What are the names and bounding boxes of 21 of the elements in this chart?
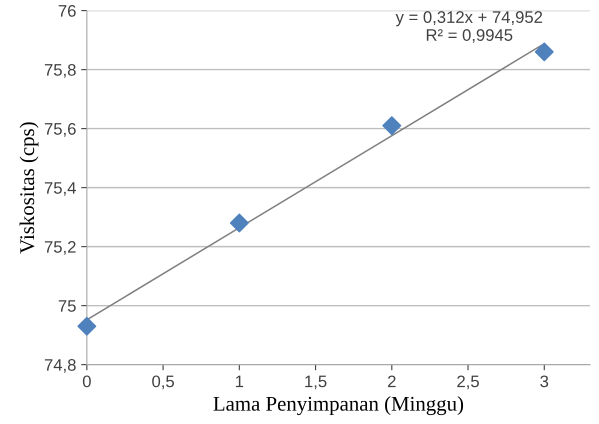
y-tick-label: 75,6 — [44, 123, 76, 137]
point — [534, 42, 554, 62]
y-tick-label: 76 — [58, 5, 76, 17]
point — [230, 214, 249, 233]
y-tick-label: 75,8 — [44, 64, 76, 78]
x-axis-title: Lama Penyimpanan (Minggu) — [213, 396, 464, 416]
y-tick-label: 75 — [58, 300, 76, 312]
y-axis-title: Viskositas (cps) — [20, 122, 38, 254]
y-tick-label: 75,4 — [44, 182, 76, 196]
x-tick-label: 0 — [82, 375, 91, 388]
x-tick-label: 3 — [540, 375, 548, 388]
point — [382, 116, 402, 136]
point — [77, 316, 96, 336]
x-tick-label: 1 — [236, 376, 244, 388]
x-tick-label: 2 — [388, 375, 396, 388]
y-tick-label: 74,8 — [44, 359, 76, 373]
x-tick-label: 0,5 — [152, 375, 174, 390]
y-tick-label: 75,2 — [44, 241, 76, 255]
x-tick-label: 1,5 — [305, 376, 326, 390]
annotation: y = 0,312x + 74,952 R² = 0,9945 — [396, 11, 542, 43]
x-tick-label: 2,5 — [457, 375, 479, 390]
